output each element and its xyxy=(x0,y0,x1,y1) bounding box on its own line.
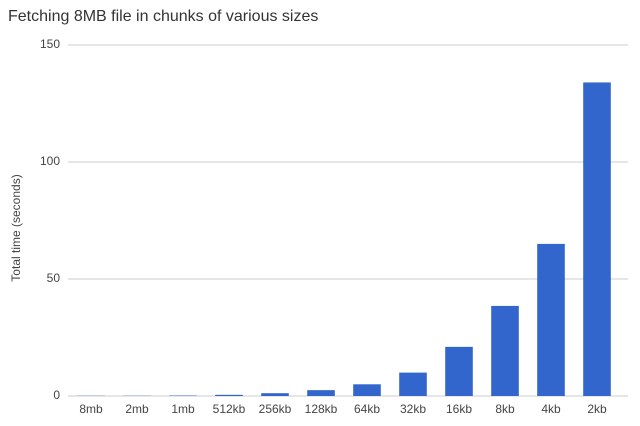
x-tick-label: 8kb xyxy=(495,402,515,416)
y-tick-label: 100 xyxy=(40,154,60,168)
bar xyxy=(491,305,519,396)
x-tick-label: 8mb xyxy=(79,402,103,416)
chart-title: Fetching 8MB file in chunks of various s… xyxy=(8,8,318,25)
bar xyxy=(537,243,565,396)
y-axis-label: Total time (seconds) xyxy=(9,174,23,281)
x-tick-label: 64kb xyxy=(354,402,380,416)
bar xyxy=(261,393,289,396)
y-tick-label: 0 xyxy=(53,388,60,402)
x-tick-label: 512kb xyxy=(213,402,246,416)
bar xyxy=(445,346,473,396)
bar xyxy=(583,82,611,396)
x-tick-label: 32kb xyxy=(400,402,426,416)
x-tick-label: 4kb xyxy=(541,402,561,416)
x-tick-label: 256kb xyxy=(259,402,292,416)
y-tick-label: 50 xyxy=(47,271,61,285)
y-tick-label: 150 xyxy=(40,37,60,51)
x-tick-label: 2mb xyxy=(125,402,149,416)
bar xyxy=(353,384,381,396)
x-tick-label: 1mb xyxy=(171,402,195,416)
x-tick-label: 2kb xyxy=(587,402,607,416)
x-tick-label: 128kb xyxy=(305,402,338,416)
bar xyxy=(215,394,243,396)
bar xyxy=(399,372,427,396)
bar xyxy=(307,390,335,396)
x-tick-label: 16kb xyxy=(446,402,472,416)
